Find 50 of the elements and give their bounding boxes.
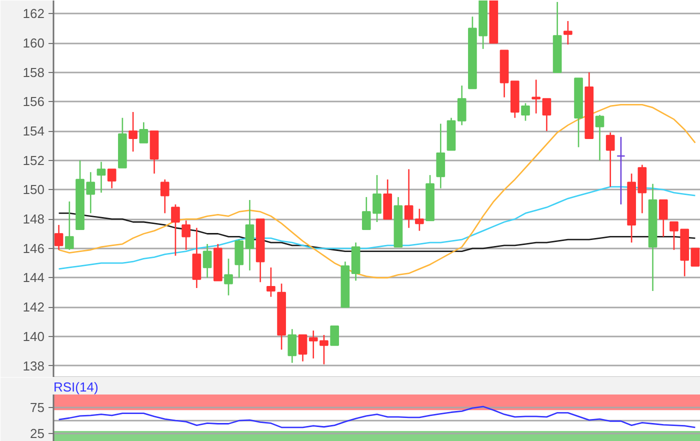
chart-title: RSI(14) (54, 380, 98, 394)
y-tick-label: 162 (22, 6, 45, 22)
candlestick (436, 123, 446, 189)
y-tick-label: 138 (22, 358, 45, 374)
candlestick (171, 204, 180, 256)
candlestick (234, 238, 244, 278)
y-tick-label: 75 (30, 400, 45, 416)
candlestick (690, 248, 700, 267)
candlestick (658, 199, 668, 238)
candlestick (266, 266, 276, 298)
candlestick (330, 326, 339, 346)
candlestick (415, 208, 424, 232)
y-tick-label: 142 (22, 300, 45, 315)
candlestick (224, 258, 233, 296)
candlestick (606, 132, 615, 188)
y-tick-label: 154 (22, 124, 45, 139)
candlestick (404, 168, 414, 229)
candlestick (288, 328, 297, 364)
candlestick (128, 111, 138, 152)
y-tick-label: 152 (22, 152, 45, 168)
candlestick (107, 168, 116, 189)
candlestick (298, 334, 308, 362)
candlestick (96, 161, 106, 194)
line-series (58, 406, 696, 428)
y-tick-label: 148 (22, 212, 45, 227)
candlestick (616, 136, 626, 206)
candlestick (457, 84, 466, 126)
y-tick-label: 158 (22, 64, 45, 80)
y-tick-label: 150 (22, 182, 45, 198)
candlestick (521, 102, 530, 122)
y-tick-label: 160 (22, 36, 45, 51)
y-tick-label: 140 (22, 328, 45, 344)
candlestick (542, 98, 552, 132)
candlestick (532, 79, 541, 114)
line-series (58, 104, 696, 278)
line-series (58, 186, 696, 270)
y-tick-label: 25 (30, 426, 45, 441)
y-tick-label: 144 (22, 270, 45, 286)
candlestick (64, 200, 74, 251)
candlestick (182, 220, 190, 251)
candlestick (160, 178, 170, 214)
candlestick (139, 122, 148, 144)
candlestick (564, 20, 572, 46)
line-series (58, 212, 696, 252)
candlestick (54, 224, 64, 251)
candlestick (245, 199, 254, 272)
y-tick-label: 156 (22, 94, 45, 110)
candlestick (595, 114, 604, 162)
candlestick (202, 243, 212, 278)
y-tick-label: 146 (22, 240, 45, 256)
